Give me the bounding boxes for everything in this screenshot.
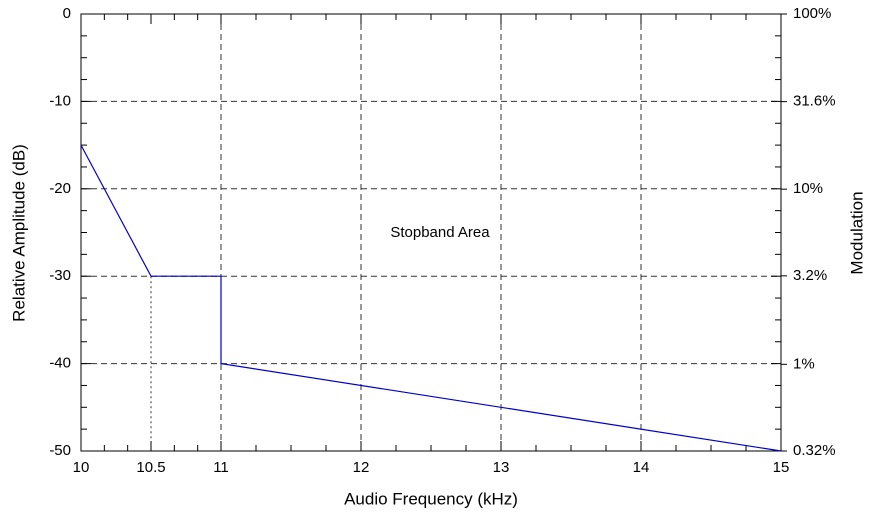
x-tick-label: 11	[213, 459, 229, 476]
y-axis-title: Relative Amplitude (dB)	[9, 144, 28, 322]
y2-tick-label: 10%	[793, 180, 823, 197]
y-tick-label: -40	[49, 355, 71, 372]
y-tick-label: 0	[63, 5, 71, 22]
y2-tick-label: 100%	[793, 5, 831, 22]
x-axis-title: Audio Frequency (kHz)	[344, 489, 518, 508]
x-tick-label: 14	[633, 459, 650, 476]
y2-tick-label: 31.6%	[793, 93, 836, 110]
x-tick-label: 15	[773, 459, 790, 476]
y-tick-label: -10	[49, 92, 71, 109]
y2-axis-title: Modulation	[847, 191, 866, 274]
y2-tick-label: 0.32%	[793, 442, 836, 459]
data-line	[80, 144, 782, 452]
x-tick-label: 13	[493, 459, 510, 476]
plot-frame	[80, 13, 782, 452]
annotation: Stopband Area	[390, 224, 490, 241]
x-tick-label: 12	[353, 459, 370, 476]
x-tick-label: 10	[73, 459, 90, 476]
y-tick-label: -30	[49, 267, 71, 284]
y2-tick-label: 3.2%	[793, 267, 827, 284]
y-tick-label: -20	[49, 180, 71, 197]
x-tick-label: 10.5	[136, 459, 165, 476]
y-tick-label: -50	[49, 442, 71, 459]
y2-tick-label: 1%	[793, 355, 815, 372]
